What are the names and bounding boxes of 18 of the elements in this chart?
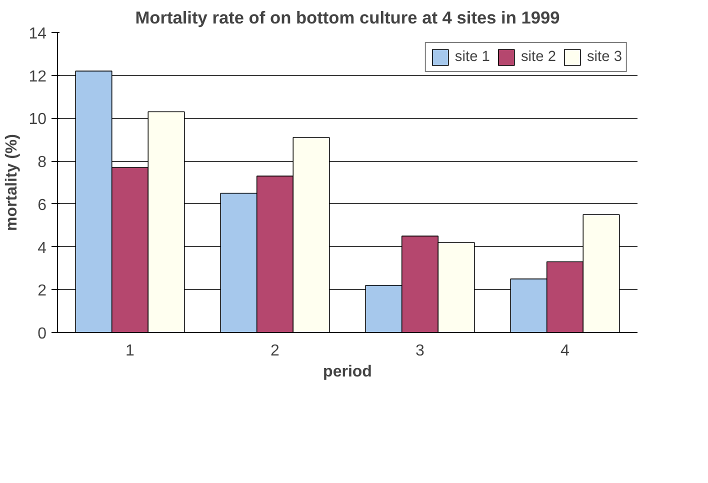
legend-label: site 1: [454, 49, 490, 65]
y-tick-label: 6: [38, 196, 47, 214]
legend-label: site 3: [586, 49, 622, 65]
y-tick-label: 0: [38, 326, 47, 342]
y-tick-label: 12: [28, 68, 47, 86]
y-tick-label: 8: [38, 154, 47, 172]
x-tick-label: 1: [126, 342, 135, 360]
x-tick-label: 3: [416, 342, 425, 360]
x-tick-label: 2: [270, 342, 280, 360]
legend-label: site 2: [520, 49, 556, 65]
y-tick-label: 10: [28, 111, 47, 128]
y-axis-title: mortality (%): [4, 134, 21, 231]
chart-title: Mortality rate of on bottom culture at 4 sites in 1999: [135, 8, 560, 28]
x-tick-label: 4: [560, 342, 570, 360]
y-tick-label: 2: [38, 282, 47, 300]
y-tick-label: 4: [38, 240, 47, 257]
x-axis-title: period: [323, 364, 372, 380]
y-tick-label: 14: [28, 26, 47, 42]
